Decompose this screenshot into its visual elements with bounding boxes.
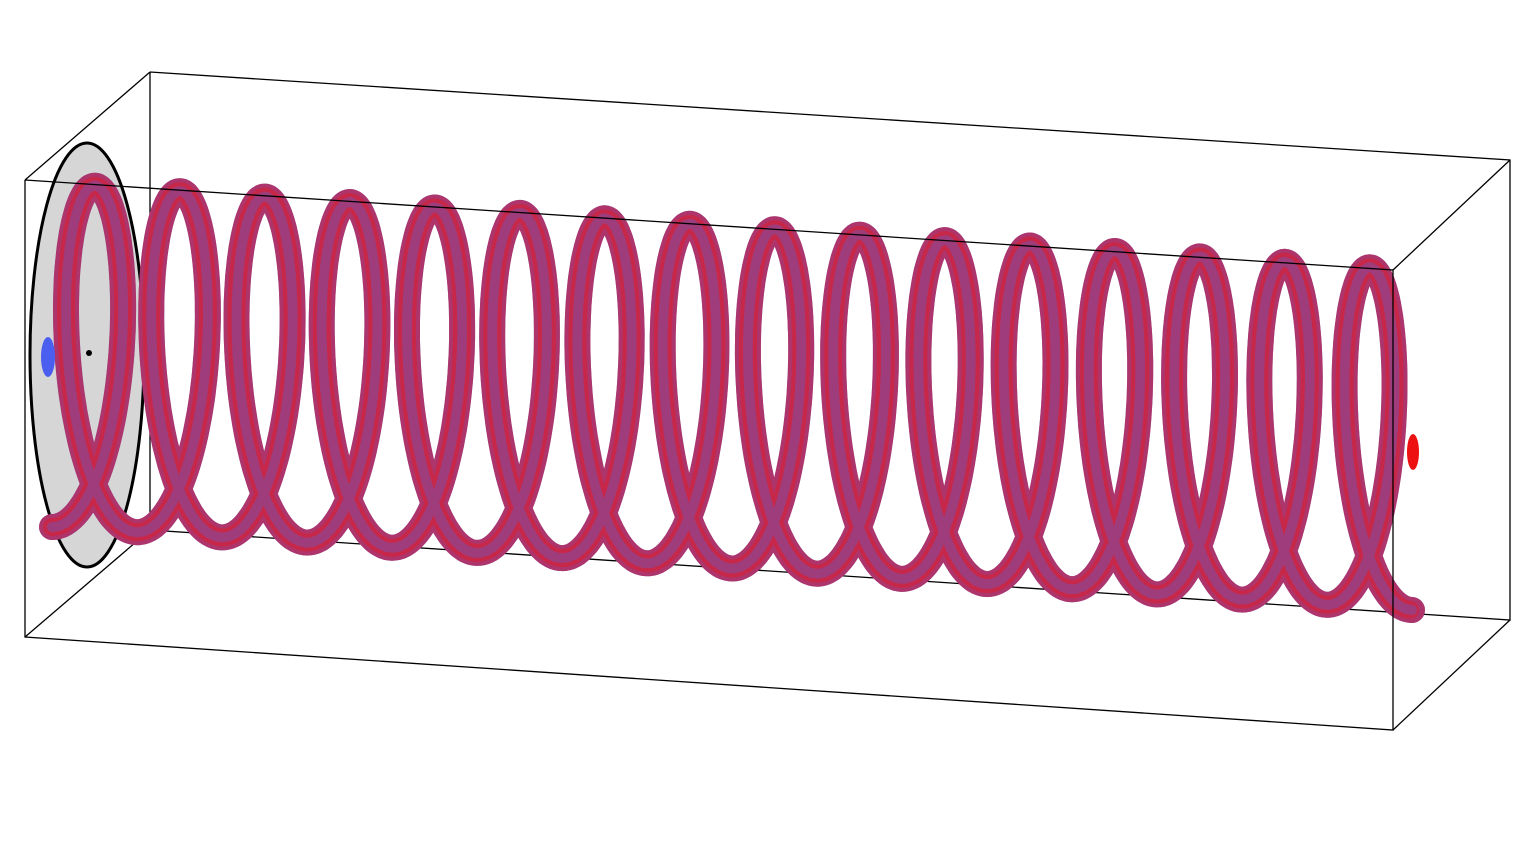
box-edge-top-right [1392, 159, 1511, 271]
disc-center-dot [86, 350, 92, 356]
box-edge-bottom-right [1392, 619, 1511, 731]
box-edge-bottom-left [24, 529, 151, 638]
start-marker [41, 337, 55, 377]
end-marker [1407, 434, 1419, 470]
helix-coil [39, 172, 1425, 623]
box-edge-top-left [24, 71, 151, 181]
box-front-face [24, 179, 1394, 731]
helix-band-core [47, 180, 1417, 615]
bounding-box-front [24, 179, 1394, 731]
helix-band-speckle [43, 176, 1421, 619]
